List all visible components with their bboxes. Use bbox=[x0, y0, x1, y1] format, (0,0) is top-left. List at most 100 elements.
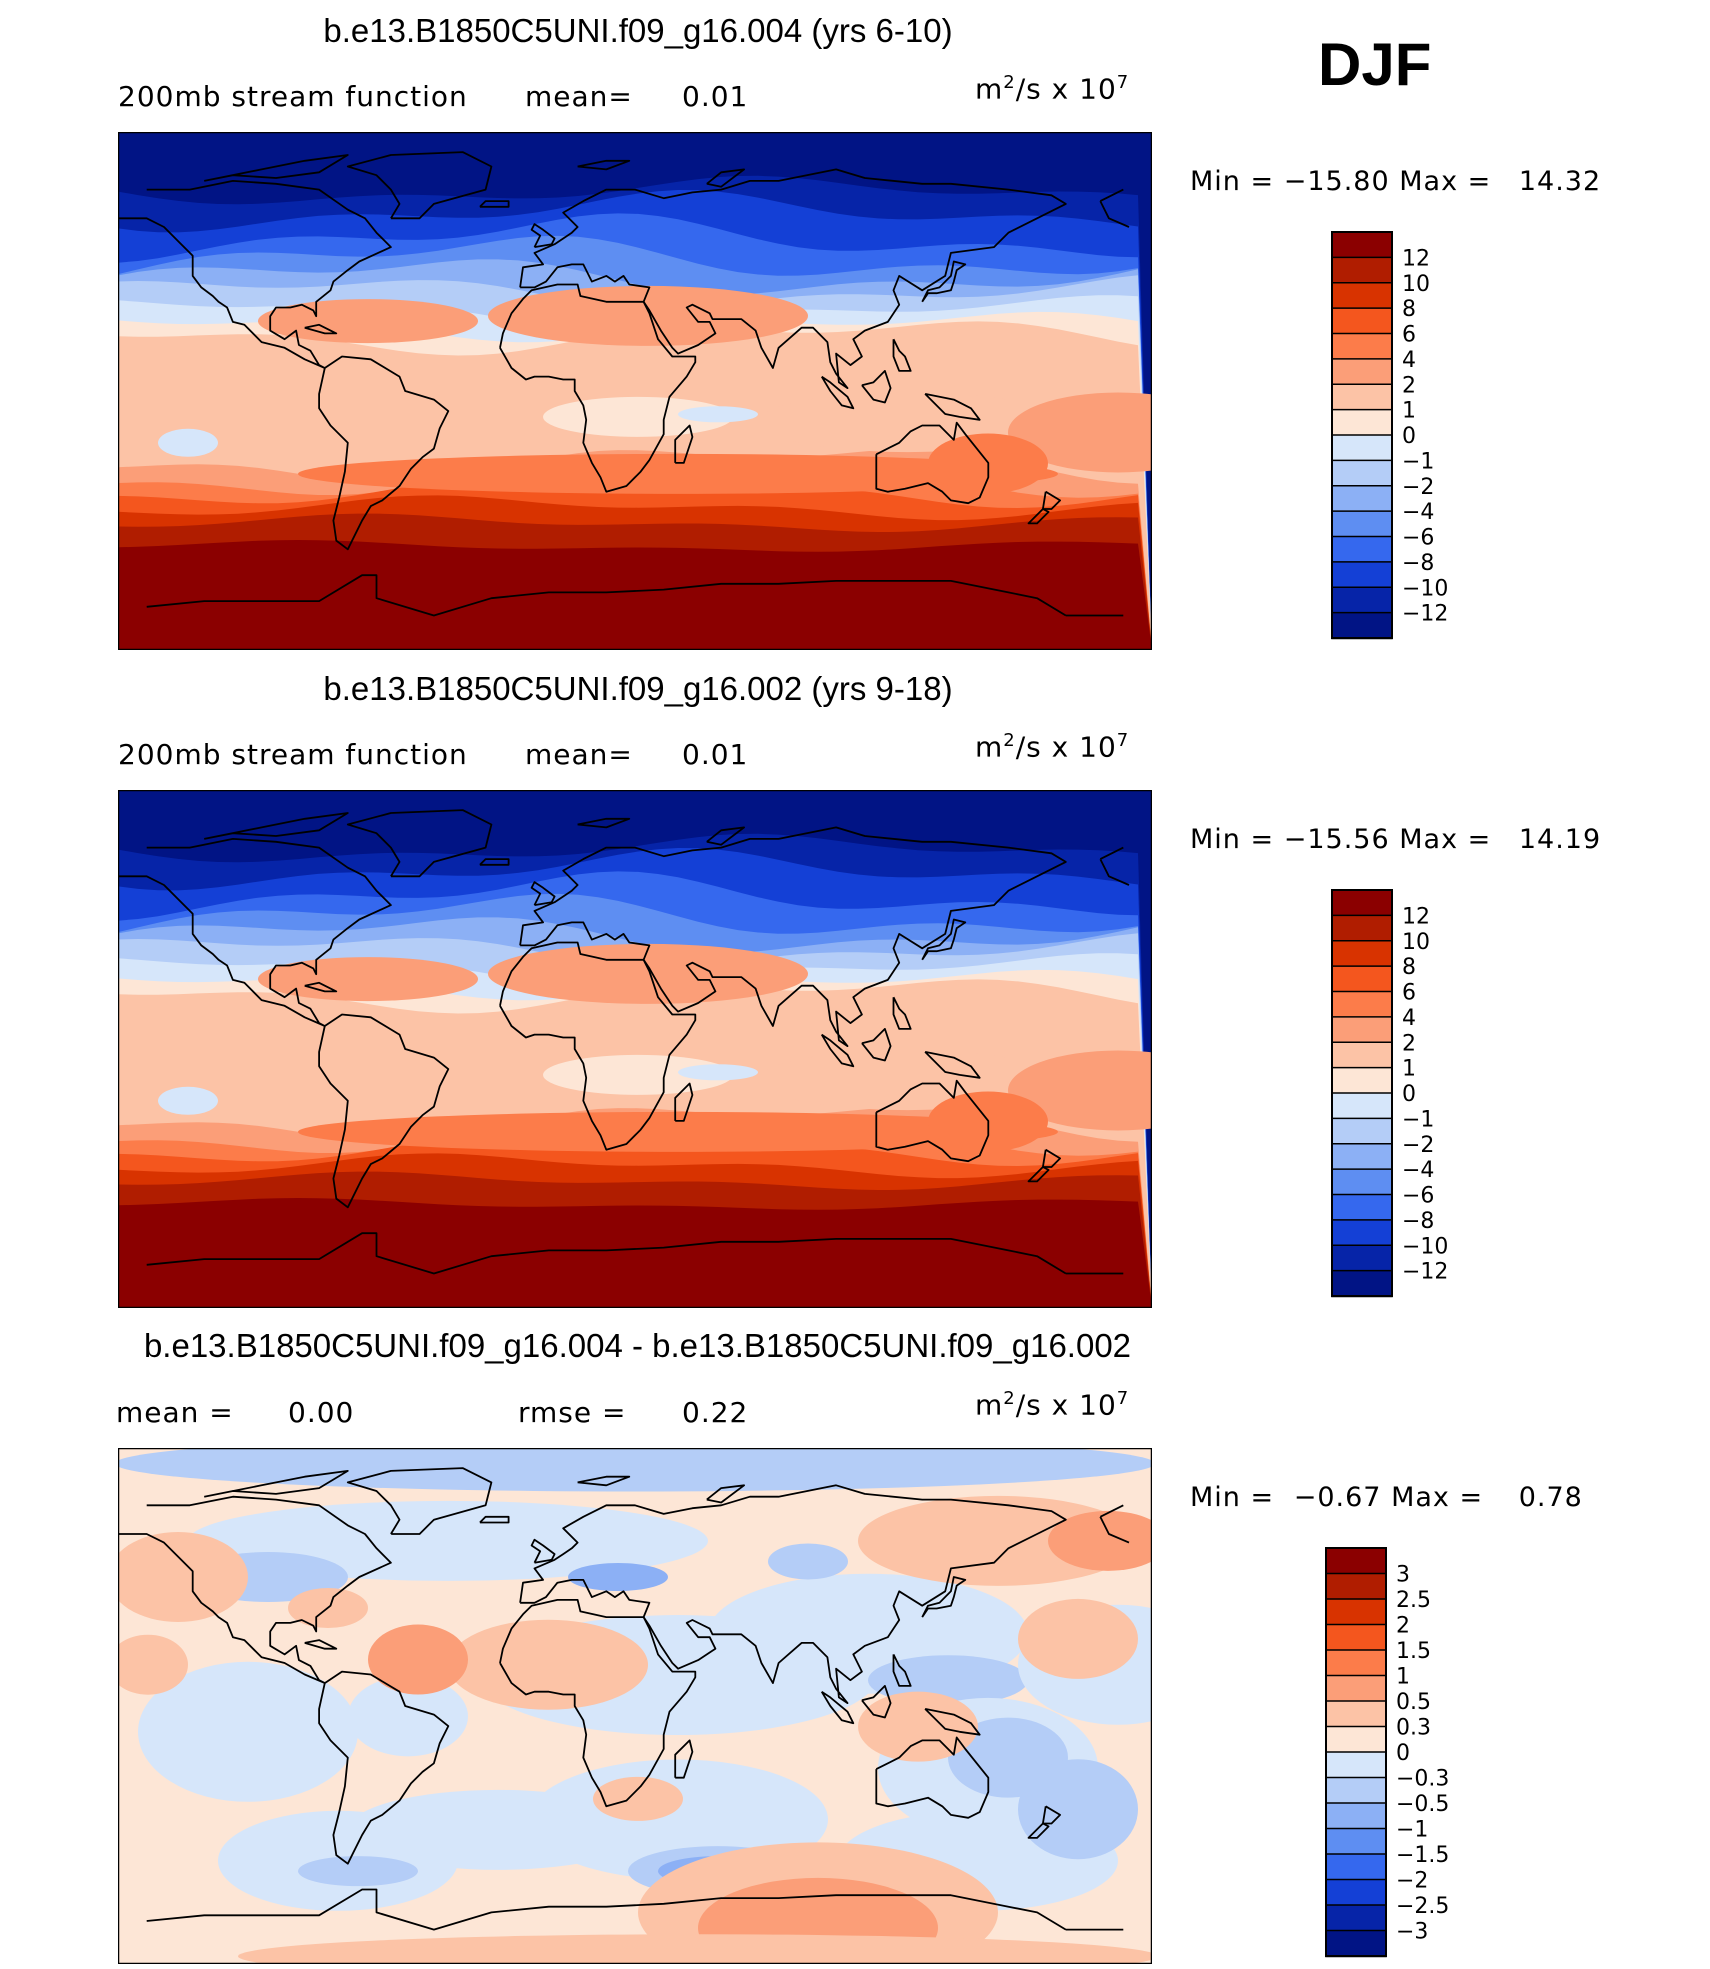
colorbar-tick-label: 12 bbox=[1402, 246, 1430, 271]
colorbar-tick-label: −10 bbox=[1402, 576, 1448, 601]
coastline bbox=[706, 1484, 745, 1504]
coastline bbox=[820, 1690, 855, 1725]
colorbar-swatch bbox=[1331, 383, 1393, 411]
colorbar-swatch bbox=[1331, 561, 1393, 589]
season-label: DJF bbox=[1318, 31, 1432, 98]
colorbar-tick-label: 6 bbox=[1402, 323, 1416, 348]
colorbar-tick-label: 12 bbox=[1402, 904, 1430, 929]
colorbar-tick-label: 1 bbox=[1402, 1057, 1416, 1082]
coastline bbox=[304, 1639, 338, 1650]
colorbar-swatch bbox=[1331, 940, 1393, 968]
colorbar-swatch bbox=[1331, 434, 1393, 462]
panel-3-units: m2/s x 107 bbox=[975, 1388, 1130, 1422]
colorbar-swatch bbox=[1331, 611, 1393, 640]
coastline bbox=[861, 370, 892, 404]
colorbar-swatch bbox=[1325, 1904, 1387, 1932]
coastline bbox=[820, 375, 855, 410]
coastline bbox=[875, 1079, 990, 1163]
coastline bbox=[204, 154, 349, 182]
field-blob bbox=[298, 1856, 418, 1887]
colorbar-tick-label: −6 bbox=[1402, 526, 1434, 551]
colorbar-tick-label: 0.5 bbox=[1396, 1690, 1431, 1715]
colorbar-swatch bbox=[1331, 358, 1393, 386]
colorbar-swatch bbox=[1331, 282, 1393, 310]
coastline bbox=[892, 338, 912, 372]
colorbar-swatch bbox=[1325, 1878, 1387, 1907]
coastline bbox=[530, 1538, 556, 1564]
colorbar-swatch bbox=[1325, 1929, 1387, 1958]
colorbar-swatch bbox=[1331, 1092, 1393, 1120]
field-blob bbox=[448, 1619, 648, 1710]
colorbar-swatch bbox=[1331, 332, 1393, 361]
colorbar-swatch bbox=[1325, 1547, 1387, 1575]
panel-2-mean-value: 0.01 bbox=[682, 738, 749, 771]
colorbar-swatch bbox=[1325, 1827, 1387, 1856]
colorbar-tick-label: 6 bbox=[1402, 981, 1416, 1006]
field-blob bbox=[543, 1054, 733, 1095]
colorbar-swatch bbox=[1325, 1700, 1387, 1728]
colorbar-tick-label: 1.5 bbox=[1396, 1639, 1431, 1664]
coastline bbox=[892, 996, 912, 1030]
colorbar-swatch bbox=[1331, 1244, 1393, 1272]
colorbar-tick-label: 0 bbox=[1402, 424, 1416, 449]
coastline bbox=[479, 858, 510, 866]
field-blob bbox=[1048, 1510, 1152, 1571]
coastline bbox=[577, 159, 631, 171]
coastline bbox=[204, 1470, 349, 1498]
colorbar-swatch bbox=[1331, 1117, 1393, 1145]
coastline bbox=[146, 1232, 1124, 1275]
colorbar-tick-label: −12 bbox=[1402, 602, 1448, 627]
coastline bbox=[346, 151, 493, 220]
field-blob bbox=[768, 1543, 848, 1580]
colorbar-tick-label: 1 bbox=[1402, 399, 1416, 424]
field-band bbox=[118, 540, 1152, 650]
colorbar-tick-label: −1 bbox=[1402, 1107, 1434, 1132]
field-blob bbox=[543, 396, 733, 437]
coastline bbox=[499, 1599, 697, 1808]
coastline bbox=[304, 323, 338, 335]
panel-3-rmse-label: rmse = bbox=[518, 1396, 627, 1429]
colorbar-tick-label: 2 bbox=[1396, 1614, 1410, 1639]
colorbar-tick-label: −2 bbox=[1402, 1133, 1434, 1158]
coastline bbox=[861, 1685, 892, 1719]
panel-1-mean-label: mean= bbox=[525, 80, 633, 113]
colorbar-swatch bbox=[1331, 965, 1393, 993]
coastline bbox=[820, 1033, 855, 1068]
colorbar-swatch bbox=[1331, 256, 1393, 284]
field-blob bbox=[258, 957, 478, 1002]
field-band bbox=[118, 1198, 1152, 1308]
panel-3-colorbar: 32.521.510.50.30−0.3−0.5−1−1.5−2−2.5−3 bbox=[1325, 1547, 1449, 1958]
panel-2-title: b.e13.B1850C5UNI.f09_g16.002 (yrs 9-18) bbox=[323, 670, 953, 707]
coastline bbox=[875, 421, 990, 505]
panel-1-mean-value: 0.01 bbox=[682, 80, 749, 113]
coastline bbox=[921, 918, 967, 961]
panel-3-mean-value: 0.00 bbox=[288, 1396, 355, 1429]
field-blob bbox=[238, 1934, 1152, 1964]
coastline bbox=[318, 1670, 450, 1865]
panel-3-title: b.e13.B1850C5UNI.f09_g16.004 - b.e13.B18… bbox=[143, 1327, 1132, 1364]
coastline bbox=[921, 1576, 967, 1618]
field-blob bbox=[568, 1563, 668, 1591]
coastline bbox=[318, 1013, 450, 1209]
panel-2-units: m2/s x 107 bbox=[975, 730, 1130, 764]
colorbar-tick-label: −2.5 bbox=[1396, 1894, 1449, 1919]
coastline bbox=[1027, 1166, 1050, 1183]
coastline bbox=[674, 1739, 694, 1779]
coastline bbox=[674, 1082, 694, 1122]
coastline bbox=[204, 812, 349, 840]
panel-2-mean-label: mean= bbox=[525, 738, 633, 771]
colorbar-swatch bbox=[1331, 990, 1393, 1019]
coastline bbox=[1027, 1822, 1050, 1839]
colorbar-swatch bbox=[1331, 1016, 1393, 1044]
coastline bbox=[118, 180, 1130, 369]
panel-2-minmax: Min = −15.56 Max = 14.19 bbox=[1190, 824, 1602, 855]
coastline bbox=[924, 393, 981, 421]
coastline bbox=[499, 941, 697, 1151]
colorbar-swatch bbox=[1331, 459, 1393, 487]
coastline bbox=[479, 1515, 510, 1524]
colorbar-tick-label: −10 bbox=[1402, 1234, 1448, 1259]
colorbar-swatch bbox=[1331, 586, 1393, 614]
colorbar-swatch bbox=[1325, 1725, 1387, 1754]
